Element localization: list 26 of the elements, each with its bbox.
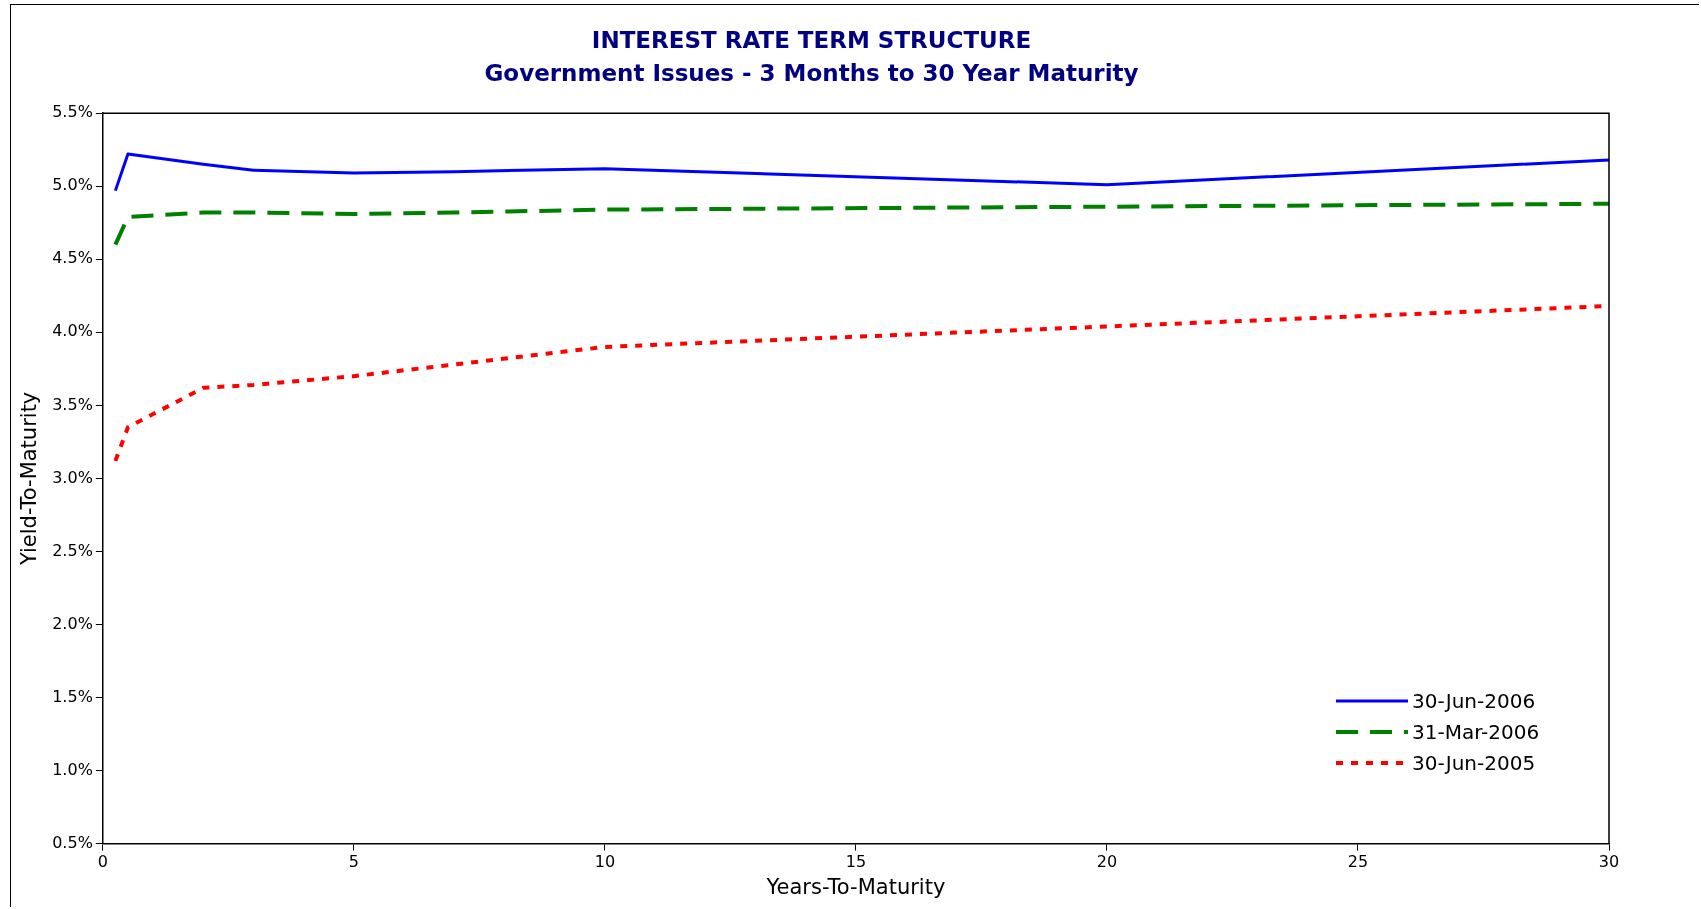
x-tick-label: 30 — [1598, 852, 1620, 872]
x-tick-label: 25 — [1347, 852, 1369, 872]
chart-title: INTEREST RATE TERM STRUCTURE — [591, 26, 1032, 53]
y-tick-label: 5.5% — [52, 102, 93, 122]
legend-label: 31-Mar-2006 — [1412, 720, 1540, 745]
y-tick-label: 1.0% — [52, 759, 93, 779]
legend-label: 30-Jun-2005 — [1412, 751, 1536, 776]
x-tick-label: 15 — [845, 852, 867, 872]
x-tick-label: 10 — [594, 852, 616, 872]
y-tick-label: 3.0% — [52, 467, 93, 487]
line-series — [113, 201, 1609, 247]
x-tick-label: 5 — [348, 852, 359, 872]
y-tick-label: 2.5% — [52, 540, 93, 560]
y-tick-label: 4.5% — [52, 248, 93, 268]
y-axis-title: Yield-To-Maturity — [17, 391, 42, 567]
y-tick-label: 3.5% — [52, 394, 93, 414]
y-tick-label: 1.5% — [52, 686, 93, 706]
x-tick-label: 20 — [1096, 852, 1118, 872]
x-axis-title: Years-To-Maturity — [765, 874, 946, 899]
y-tick-label: 2.0% — [52, 613, 93, 633]
y-tick-label: 4.0% — [52, 321, 93, 341]
y-tick-label: 5.0% — [52, 175, 93, 195]
x-tick-label: 0 — [97, 852, 108, 872]
y-tick-label: 0.5% — [52, 832, 93, 852]
legend-label: 30-Jun-2006 — [1412, 689, 1536, 714]
chart-subtitle: Government Issues - 3 Months to 30 Year Maturity — [484, 60, 1139, 87]
